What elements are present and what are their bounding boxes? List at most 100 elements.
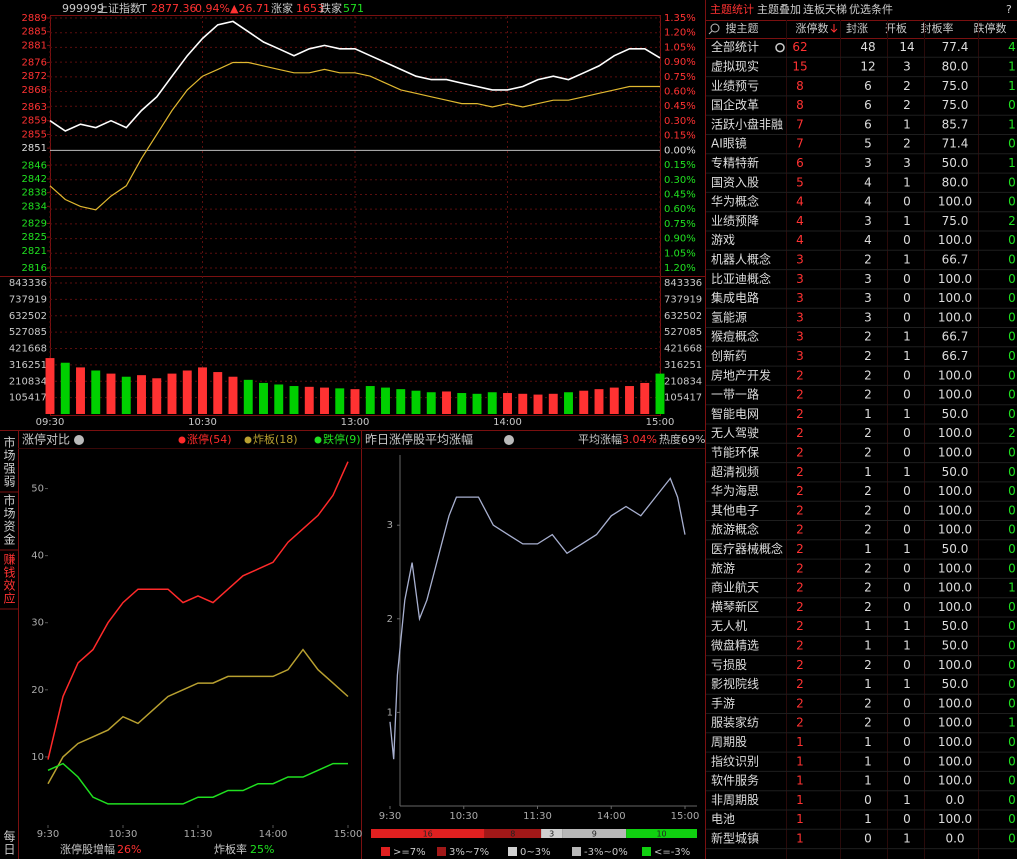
theme-name[interactable]: 智能电网	[711, 406, 759, 421]
theme-name[interactable]: 手游	[711, 696, 735, 710]
panel-tab[interactable]: 主题叠加	[757, 3, 801, 16]
legend-label: <=-3%	[654, 847, 690, 858]
legend-label[interactable]: 跌停(9)	[323, 432, 361, 446]
theme-name[interactable]: 国资入股	[711, 175, 759, 189]
theme-name[interactable]: 业绩预亏	[711, 79, 759, 93]
theme-name[interactable]: 服装家纺	[711, 715, 759, 730]
info-icon[interactable]	[504, 435, 514, 445]
volume-bar	[137, 375, 146, 414]
theme-cell: 0	[1008, 754, 1016, 768]
theme-cell: 3	[796, 272, 804, 286]
panel-tab[interactable]: 主题统计	[710, 3, 754, 16]
theme-cell: 80.0	[942, 59, 969, 73]
theme-name[interactable]: 周期股	[711, 735, 747, 749]
theme-cell: 77.4	[942, 40, 969, 54]
theme-name[interactable]: 其他电子	[711, 503, 759, 517]
theme-cell: 0	[1008, 388, 1016, 402]
theme-name[interactable]: 新型城镇	[711, 830, 759, 845]
side-tab[interactable]: 赚钱效应	[2, 552, 16, 605]
theme-name[interactable]: AI眼镜	[711, 136, 747, 151]
legend-label[interactable]: 炸板(18)	[253, 432, 298, 446]
theme-cell: 2	[796, 542, 804, 556]
y-tick-label: 2846	[22, 160, 47, 171]
theme-name[interactable]: 创新药	[711, 348, 747, 363]
theme-cell: 3	[903, 156, 911, 170]
theme-cell: 1	[1008, 59, 1016, 73]
y-tick-label: 632502	[664, 311, 702, 322]
theme-name[interactable]: 业绩预降	[711, 214, 759, 228]
theme-name[interactable]: 节能环保	[711, 445, 759, 459]
panel-tab[interactable]: 连板天梯	[803, 2, 847, 16]
theme-cell: 1	[796, 735, 804, 749]
theme-name[interactable]: 电池	[711, 812, 735, 826]
info-icon[interactable]	[74, 435, 84, 445]
side-tab[interactable]: 市场强弱	[2, 435, 16, 488]
theme-name[interactable]: 非周期股	[711, 793, 759, 807]
theme-cell: 1	[903, 831, 911, 845]
theme-name[interactable]: 国企改革	[711, 97, 759, 112]
side-tab[interactable]: 市场资金	[2, 493, 16, 546]
side-tab[interactable]: 每日	[2, 829, 16, 856]
theme-name[interactable]: 华为概念	[711, 194, 759, 209]
theme-name[interactable]: 无人驾驶	[711, 425, 759, 440]
sort-arrow[interactable]	[830, 24, 838, 33]
theme-name[interactable]: 一带一路	[711, 387, 759, 402]
growth-value: 26%	[117, 843, 141, 856]
panel-tab[interactable]: 优选条件	[849, 2, 893, 16]
theme-cell: 100.0	[938, 812, 972, 826]
theme-name[interactable]: 机器人概念	[711, 251, 771, 266]
theme-name[interactable]: 旅游概念	[711, 522, 759, 537]
theme-cell: 2	[1008, 214, 1016, 228]
theme-cell: 0	[903, 272, 911, 286]
theme-name[interactable]: 影视院线	[711, 676, 759, 691]
theme-name[interactable]: 超清视频	[711, 464, 759, 479]
search-icon[interactable]	[710, 23, 720, 33]
column-header[interactable]: 开板	[885, 21, 907, 35]
theme-name[interactable]: 指纹识别	[711, 753, 759, 768]
y2-tick-label: 0.45%	[664, 101, 696, 112]
theme-name[interactable]: 华为海思	[711, 483, 759, 498]
theme-name[interactable]: 亏损股	[711, 658, 747, 672]
legend-label[interactable]: 涨停(54)	[187, 432, 232, 446]
column-header[interactable]: 涨停数	[796, 21, 829, 35]
panel-tab[interactable]: ?	[1006, 3, 1012, 16]
theme-name[interactable]: 专精特新	[711, 155, 759, 170]
theme-cell: 100.0	[938, 195, 972, 209]
volume-bar	[564, 392, 573, 414]
theme-name[interactable]: 活跃小盘非融	[711, 116, 783, 131]
theme-cell: 3	[796, 291, 804, 305]
theme-name[interactable]: 医疗器械概念	[711, 541, 783, 556]
theme-name[interactable]: 游戏	[711, 233, 735, 247]
theme-cell: 0	[1008, 233, 1016, 247]
theme-cell: 100.0	[938, 581, 972, 595]
theme-cell: 0	[903, 716, 911, 730]
theme-cell: 3	[864, 156, 872, 170]
column-header[interactable]: 封涨	[846, 21, 868, 35]
column-header[interactable]: 封板率	[921, 21, 954, 35]
index-code: 999999	[62, 2, 104, 15]
theme-name[interactable]: 集成电路	[711, 290, 759, 305]
theme-name[interactable]: 软件服务	[711, 773, 759, 788]
theme-cell: 2	[864, 600, 872, 614]
theme-name[interactable]: 猴痘概念	[711, 329, 759, 344]
theme-name[interactable]: 无人机	[711, 619, 747, 633]
theme-name[interactable]: 微盘精选	[711, 637, 759, 652]
y-tick-label: 632502	[9, 311, 47, 322]
theme-cell: 6	[796, 156, 804, 170]
settings-icon[interactable]	[775, 42, 785, 53]
theme-name[interactable]: 商业航天	[711, 580, 759, 595]
column-header[interactable]: 搜主题	[726, 21, 759, 35]
theme-cell: 100.0	[938, 754, 972, 768]
theme-name[interactable]: 氢能源	[711, 309, 747, 324]
theme-name[interactable]: 全部统计	[711, 39, 759, 54]
column-header[interactable]: 跌停数	[974, 21, 1007, 35]
theme-cell: 75.0	[942, 214, 969, 228]
theme-name[interactable]: 横琴新区	[711, 599, 759, 614]
y2-tick-label: 0.00%	[664, 145, 696, 156]
theme-name[interactable]: 虚拟现实	[711, 58, 759, 73]
theme-name[interactable]: 房地产开发	[711, 367, 771, 382]
theme-name[interactable]: 旅游	[711, 561, 735, 575]
theme-name[interactable]: 比亚迪概念	[711, 271, 771, 286]
theme-cell: 0	[903, 195, 911, 209]
volume-bar	[350, 389, 360, 414]
